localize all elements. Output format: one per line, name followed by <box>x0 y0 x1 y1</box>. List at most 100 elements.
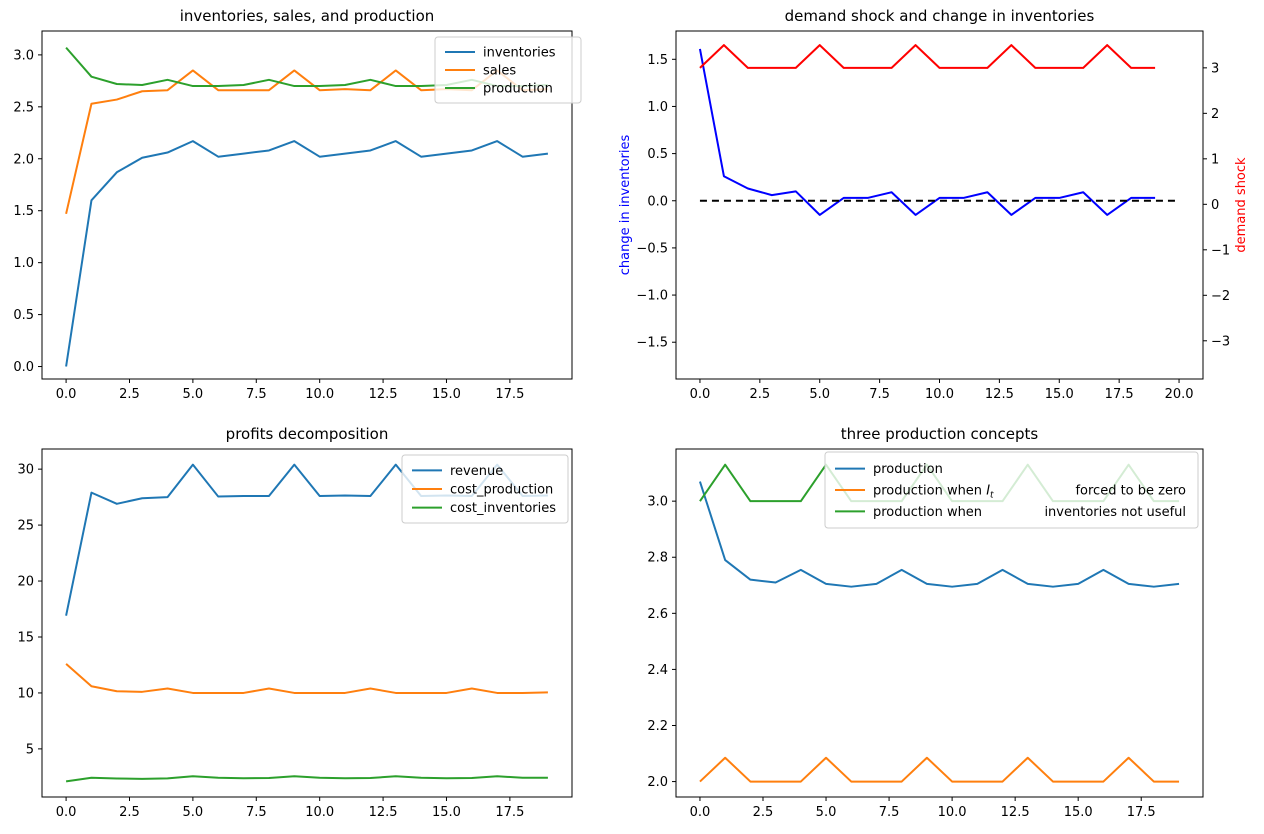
y-tick-label: −0.5 <box>636 241 668 256</box>
x-tick-label: 0.0 <box>56 805 77 820</box>
x-tick-label: 17.5 <box>495 387 524 402</box>
profits-decomposition-x-axis: 0.0 2.5 5.0 7.5 10.0 12.5 15.0 17.5 <box>56 797 524 820</box>
profits-decomposition-title: profits decomposition <box>226 425 389 443</box>
x-tick-label: 7.5 <box>246 805 267 820</box>
three-production-concepts-line-production-when-i-t-forced-to-be-zero <box>699 756 1180 783</box>
y-tick-label: 0.5 <box>13 308 34 323</box>
y-tick-label: 2.5 <box>13 100 34 115</box>
x-tick-label: 15.0 <box>1064 805 1093 820</box>
three-production-concepts-axes-frame <box>675 448 1204 798</box>
y-tick-label: 0.5 <box>647 147 668 162</box>
y-tick-label-right: 3 <box>1211 61 1219 76</box>
y-tick-label: 1.5 <box>13 204 34 219</box>
three-production-concepts-x-axis: 0.0 2.5 5.0 7.5 10.0 12.5 15.0 17.5 <box>690 797 1156 820</box>
x-tick-label: 12.5 <box>1001 805 1030 820</box>
x-tick-label: 12.5 <box>985 387 1014 402</box>
demand-shock-change-in-inventories-line-change-in-inventories <box>698 48 1156 216</box>
demand-shock-change-in-inventories-line-demand-shock <box>699 44 1156 69</box>
subplot-profits-decomposition: 0.0 2.5 5.0 7.5 10.0 12.5 15.0 17.5 5 10 15 20 25 30 p… <box>17 425 573 820</box>
x-tick-label: 2.5 <box>119 805 140 820</box>
x-tick-label: 10.0 <box>305 387 334 402</box>
demand-shock-change-in-inventories-title: demand shock and change in inventories <box>785 7 1095 25</box>
x-tick-label: 0.0 <box>56 387 77 402</box>
x-tick-label: 17.5 <box>1127 805 1156 820</box>
three-production-concepts-legend-box <box>824 451 1199 529</box>
x-tick-label: 15.0 <box>1045 387 1074 402</box>
legend-label-revenue: revenue <box>450 464 503 479</box>
legend-label-cost-production: cost_production <box>450 483 553 498</box>
x-tick-label: 2.5 <box>749 387 770 402</box>
y-tick-label-right: 2 <box>1211 107 1219 122</box>
y-tick-label-right: 0 <box>1211 198 1219 213</box>
legend-label-production-when: production when <box>873 505 982 520</box>
y-tick-label: 3.0 <box>647 495 668 510</box>
inventories-sales-production-title: inventories, sales, and production <box>180 7 435 25</box>
profits-decomposition-y-axis-left: 5 10 15 20 25 30 <box>17 463 42 757</box>
x-tick-label: 2.5 <box>753 805 774 820</box>
legend-label-production-when-i-t: production when It <box>873 484 994 501</box>
y-tick-label: 2.6 <box>647 607 668 622</box>
x-tick-label: 0.0 <box>690 387 711 402</box>
y-tick-label: 2.8 <box>647 551 668 566</box>
demand-shock-change-in-inventories-plot-area <box>698 44 1180 216</box>
profits-decomposition-legend: revenue cost_production cost_inventories <box>401 454 569 524</box>
y-tick-label-right: −3 <box>1211 334 1230 349</box>
demand-shock-change-in-inventories-y-axis-right: −3 −2 −1 0 1 2 3 <box>1203 61 1230 349</box>
y-tick-label: 30 <box>17 463 34 478</box>
y-tick-label: 1.0 <box>13 256 34 271</box>
y-tick-label: −1.5 <box>636 336 668 351</box>
subplot-inventories-sales-production: 0.0 2.5 5.0 7.5 10.0 12.5 15.0 17.5 0.0 0.5 1.0 1.5… <box>13 7 582 402</box>
x-tick-label: 15.0 <box>432 805 461 820</box>
y-tick-label: 1.0 <box>647 100 668 115</box>
y-tick-label: 2.2 <box>647 719 668 734</box>
three-production-concepts-legend: production production when It forced to be… <box>824 451 1199 529</box>
inventories-sales-production-axes-frame <box>41 30 573 380</box>
x-tick-label: 0.0 <box>690 805 711 820</box>
legend-label-production: production <box>483 82 553 97</box>
inventories-sales-production-x-axis: 0.0 2.5 5.0 7.5 10.0 12.5 15.0 17.5 <box>56 379 524 402</box>
y-tick-label: 20 <box>17 575 34 590</box>
profits-decomposition-axes-frame <box>41 448 573 798</box>
inventories-sales-production-line-inventories <box>65 140 549 367</box>
x-tick-label: 5.0 <box>183 805 204 820</box>
x-tick-label: 17.5 <box>495 805 524 820</box>
y-tick-label: 25 <box>17 519 34 534</box>
y-tick-label: 3.0 <box>13 48 34 63</box>
inventories-sales-production-legend: inventories sales production <box>434 36 582 104</box>
demand-shock-change-in-inventories-ylabel-right: demand shock <box>1234 157 1249 253</box>
y-tick-label: 2.0 <box>647 775 668 790</box>
legend-label-right-forced-to-be-zero: forced to be zero <box>1075 484 1186 499</box>
profits-decomposition-line-cost-inventories <box>65 775 548 783</box>
x-tick-label: 5.0 <box>183 387 204 402</box>
inventories-sales-production-legend-box <box>434 36 582 104</box>
profits-decomposition-legend-box <box>401 454 569 524</box>
x-tick-label: 10.0 <box>305 805 334 820</box>
x-tick-label: 12.5 <box>369 805 398 820</box>
y-tick-label: 0.0 <box>647 194 668 209</box>
x-tick-label: 7.5 <box>246 387 267 402</box>
demand-shock-change-in-inventories-y-axis-left: −1.5 −1.0 −0.5 0.0 0.5 1.0 1.5 <box>636 53 676 351</box>
y-tick-label: −1.0 <box>636 289 668 304</box>
x-tick-label: 12.5 <box>369 387 398 402</box>
subplot-demand-shock-change-in-inventories: 0.0 2.5 5.0 7.5 10.0 12.5 15.0 17.5 20.0−1.5−1.0… <box>618 7 1249 402</box>
three-production-concepts-title: three production concepts <box>841 425 1039 443</box>
legend-label-right-inventories-not-useful: inventories not useful <box>1044 505 1186 520</box>
x-tick-label: 5.0 <box>809 387 830 402</box>
legend-label-cost-inventories: cost_inventories <box>450 501 556 516</box>
demand-shock-change-in-inventories-x-axis: 0.0 2.5 5.0 7.5 10.0 12.5 15.0 17.5 20.0 <box>690 379 1194 402</box>
legend-label-sales: sales <box>483 64 516 79</box>
y-tick-label: 2.4 <box>647 663 668 678</box>
subplot-three-production-concepts: 0.0 2.5 5.0 7.5 10.0 12.5 15.0 17.5 2.0 2.2 2.4 2.6… <box>647 425 1204 820</box>
three-production-concepts-line-production <box>698 481 1180 588</box>
x-tick-label: 10.0 <box>925 387 954 402</box>
x-tick-label: 15.0 <box>432 387 461 402</box>
profits-decomposition-line-cost-production <box>65 663 548 694</box>
legend-label-inventories: inventories <box>483 46 556 61</box>
x-tick-label: 17.5 <box>1105 387 1134 402</box>
x-tick-label: 7.5 <box>879 805 900 820</box>
y-tick-label: 0.0 <box>13 360 34 375</box>
y-tick-label: 5 <box>26 742 34 757</box>
